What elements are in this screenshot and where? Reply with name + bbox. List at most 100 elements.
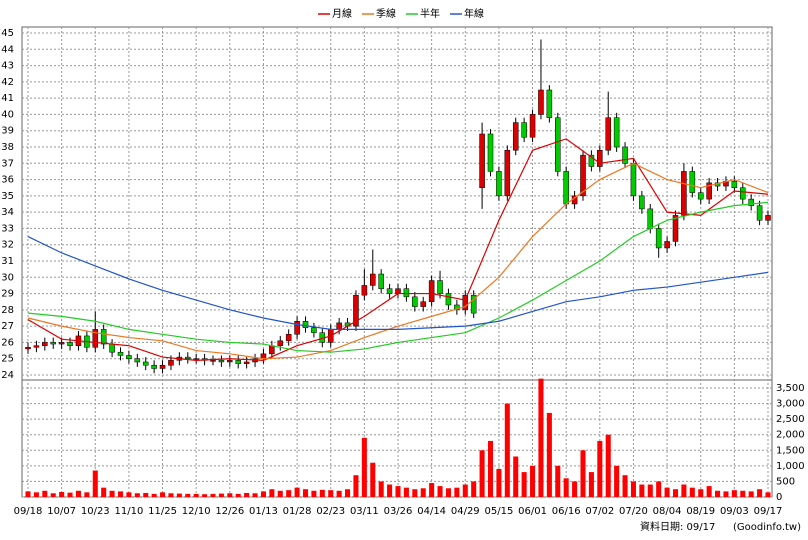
candle-body	[664, 241, 670, 249]
candle-body	[420, 301, 427, 307]
x-tick-label: 02/23	[316, 506, 345, 517]
candle-body	[681, 171, 687, 216]
volume-bar	[227, 493, 233, 497]
x-tick-label: 01/28	[283, 506, 312, 517]
x-tick-label: 08/04	[653, 506, 682, 517]
candle-body	[100, 329, 107, 345]
x-tick-label: 03/26	[384, 506, 413, 517]
candle-body	[588, 154, 595, 167]
candle-body	[403, 288, 410, 298]
y-tick-label: 44	[1, 44, 14, 55]
volume-bar	[294, 487, 300, 497]
volume-bar	[193, 493, 199, 497]
volume-bar	[580, 450, 586, 497]
y-tick-label: 45	[1, 28, 14, 39]
candle-body	[655, 228, 662, 249]
candle-body	[378, 273, 384, 289]
volume-bar	[168, 493, 174, 497]
volume-bar	[597, 440, 603, 497]
volume-bar	[748, 491, 754, 497]
y-tick-label: 32	[1, 240, 14, 251]
candle-body	[50, 342, 56, 345]
y-tick-label: 27	[1, 321, 14, 332]
volume-bar	[471, 481, 477, 497]
x-tick-label: 12/26	[215, 506, 244, 517]
y-tick-label: 38	[1, 142, 14, 153]
candle-body	[445, 293, 452, 306]
volume-bar	[25, 491, 31, 497]
candle-body	[159, 364, 166, 369]
candle-body	[454, 304, 460, 311]
volume-bar	[647, 484, 653, 497]
volume-bar	[681, 484, 687, 497]
volume-bar	[757, 489, 763, 497]
volume-bar	[92, 470, 98, 497]
y2-tick-label: 1,000	[776, 461, 805, 472]
volume-bar	[622, 475, 628, 497]
candle-body	[706, 182, 712, 200]
legend-label: 季線	[376, 7, 396, 20]
volume-bar	[244, 492, 250, 497]
candle-body	[538, 89, 544, 115]
candle-body	[521, 122, 527, 138]
volume-bar	[487, 440, 494, 497]
x-tick-label: 01/13	[249, 506, 278, 517]
volume-bar	[454, 487, 460, 497]
x-tick-label: 09/18	[14, 506, 43, 517]
y-tick-label: 41	[1, 93, 14, 104]
volume-bar	[572, 481, 578, 497]
y-tick-label: 30	[1, 272, 14, 283]
candle-body	[412, 296, 418, 307]
candle-body	[117, 351, 124, 356]
volume-bar	[336, 490, 342, 497]
legend-label: 月線	[332, 7, 352, 20]
volume-bar	[639, 484, 645, 497]
candle-body	[210, 360, 216, 362]
candle-body	[428, 280, 435, 302]
candle-body	[613, 117, 620, 148]
candle-body	[243, 361, 250, 364]
volume-bar	[50, 493, 56, 497]
candle-body	[294, 321, 300, 335]
volume-bar	[412, 489, 418, 497]
y-tick-label: 31	[1, 256, 14, 267]
candle-body	[386, 288, 393, 294]
volume-bar	[723, 491, 729, 497]
candle-body	[361, 285, 368, 296]
ma-line	[27, 236, 769, 330]
y-tick-label: 24	[1, 370, 14, 381]
candle-body	[126, 355, 132, 359]
y2-tick-label: 2,000	[776, 430, 805, 441]
volume-bar	[462, 484, 468, 497]
legend-label: 年線	[464, 7, 484, 20]
volume-bar	[563, 478, 569, 497]
candle-body	[336, 322, 342, 330]
volume-bar	[588, 472, 594, 497]
volume-bar	[387, 484, 393, 497]
volume-bar	[160, 492, 166, 497]
candle-body	[462, 294, 469, 311]
candle-body	[277, 340, 284, 346]
x-tick-label: 09/17	[754, 506, 783, 517]
volume-bar	[765, 492, 771, 497]
candle-body	[479, 133, 485, 188]
plot-frame	[21, 26, 773, 498]
x-tick-label: 03/11	[350, 506, 379, 517]
candle-body	[639, 195, 645, 210]
candle-body	[756, 205, 763, 221]
volume-bar	[311, 490, 317, 497]
candle-body	[580, 154, 586, 197]
x-tick-label: 07/20	[619, 506, 648, 517]
volume-bar	[75, 490, 81, 497]
volume-bar	[664, 487, 670, 497]
y2-tick-label: 3,500	[776, 383, 805, 394]
ma-line	[27, 162, 769, 360]
candle-body	[597, 150, 603, 167]
volume-bar	[445, 488, 451, 497]
candle-body	[227, 360, 233, 363]
candle-body	[109, 343, 115, 353]
volume-bar	[109, 490, 115, 497]
y-tick-label: 42	[1, 77, 14, 88]
volume-bar	[429, 482, 435, 497]
